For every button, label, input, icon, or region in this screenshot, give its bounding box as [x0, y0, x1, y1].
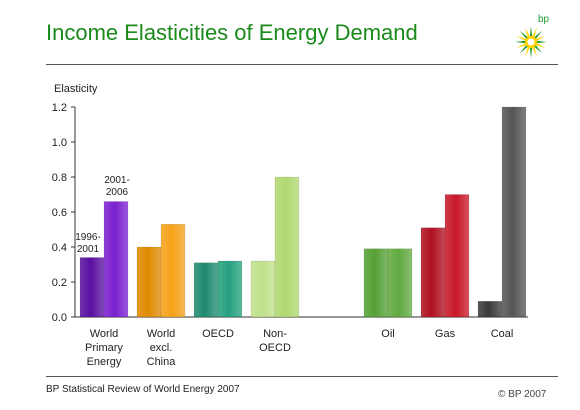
- bp-logo-text: bp: [538, 14, 550, 25]
- y-tick-label: 1.0: [52, 137, 67, 149]
- x-tick-label: World Primary Energy: [85, 328, 123, 368]
- bar: [250, 260, 276, 318]
- x-tick-label: Coal: [491, 328, 514, 340]
- footer-divider: [46, 376, 558, 377]
- bar: [363, 248, 389, 318]
- bar: [136, 246, 162, 318]
- bar: [444, 194, 470, 318]
- bar: [420, 227, 446, 318]
- x-axis-labels: World Primary Energy World excl. China OECD Non…: [85, 328, 513, 368]
- x-tick-label: Gas: [435, 328, 456, 340]
- bar: [477, 301, 503, 318]
- annotations: 1996-2001 2001-2006: [75, 175, 130, 255]
- y-tick-label: 0.0: [52, 312, 67, 324]
- bar: [160, 224, 186, 318]
- x-tick-label: OECD: [202, 328, 234, 340]
- period-annotation: 1996-2001: [75, 232, 101, 255]
- bar: [501, 106, 527, 318]
- title-divider: [46, 64, 558, 65]
- y-tick-label: 1.2: [52, 102, 67, 114]
- bar: [274, 176, 300, 318]
- y-tick-label: 0.2: [52, 277, 67, 289]
- bar: [79, 257, 105, 318]
- x-tick-label: Non-OECD: [259, 328, 291, 354]
- x-tick-label: World excl. China: [147, 328, 177, 368]
- bar: [193, 262, 219, 318]
- chart-title: Income Elasticities of Energy Demand: [46, 20, 418, 45]
- y-tick-label: 0.4: [52, 242, 67, 254]
- footer-copyright: © BP 2007: [498, 389, 547, 400]
- y-axis-label: Elasticity: [54, 83, 98, 95]
- y-tick-label: 0.8: [52, 172, 67, 184]
- y-tick-label: 0.6: [52, 207, 67, 219]
- footer-source: BP Statistical Review of World Energy 20…: [46, 384, 240, 395]
- bp-helios-logo-icon: bp: [515, 14, 550, 58]
- bar: [217, 260, 243, 318]
- bar: [387, 248, 413, 318]
- bars: [79, 106, 527, 318]
- period-annotation: 2001-2006: [104, 175, 130, 198]
- bar: [103, 201, 129, 318]
- x-tick-label: Oil: [381, 328, 394, 340]
